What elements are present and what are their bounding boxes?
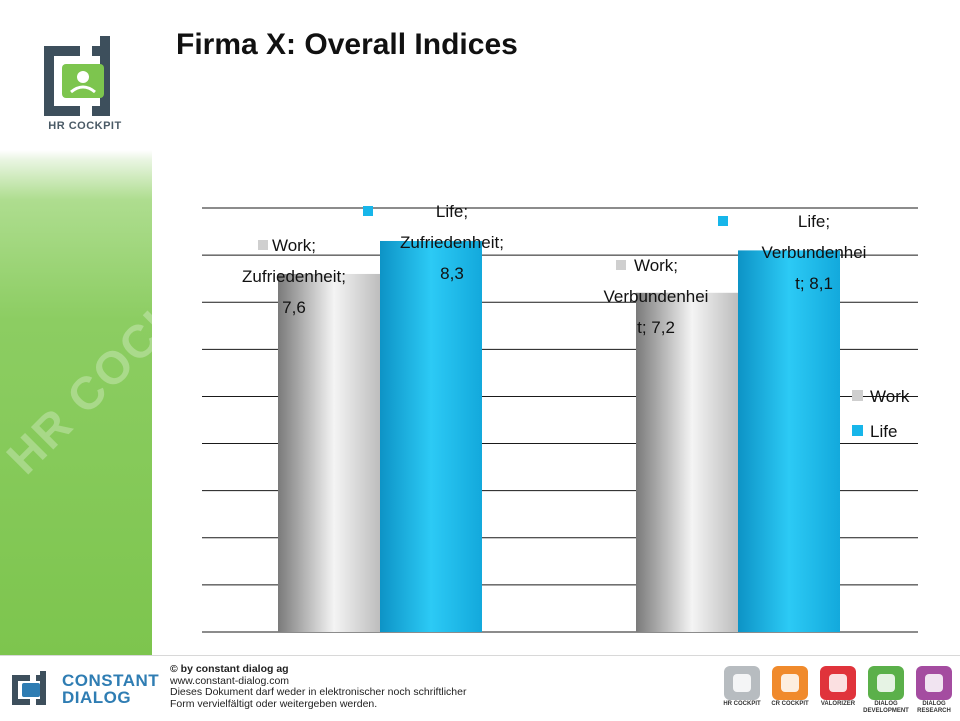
legend-label: Life <box>870 422 897 441</box>
footer: CONSTANT DIALOG © by constant dialog ag … <box>0 655 960 721</box>
bar-work-zufriedenheit <box>278 273 380 632</box>
product-dialog-research: DIALOG RESEARCH <box>912 666 956 715</box>
data-label: Work; <box>272 236 316 255</box>
data-label: Verbundenhei <box>762 243 867 262</box>
data-label: Work; <box>634 256 678 275</box>
sidebar-panel: HR COCKPIT HR COCKPIT <box>0 0 152 655</box>
product-logos: HR COCKPIT CR COCKPIT VALORIZER DIALOG D… <box>720 666 956 715</box>
valorizer-icon <box>820 666 856 700</box>
data-label-marker <box>363 206 373 216</box>
cr-cockpit-icon <box>772 666 808 700</box>
data-label-marker <box>258 240 268 250</box>
data-label: Zufriedenheit; <box>242 267 346 286</box>
logo-caption: HR COCKPIT <box>48 120 122 132</box>
brand-line-2: DIALOG <box>62 688 132 707</box>
brand-line-1: CONSTANT <box>62 671 160 690</box>
bar-work-verbundenheit <box>636 292 738 632</box>
product-hr-cockpit: HR COCKPIT <box>720 666 764 715</box>
dialog-development-icon <box>868 666 904 700</box>
product-label: HR COCKPIT <box>723 701 761 707</box>
product-label: VALORIZER <box>820 701 856 707</box>
product-valorizer: VALORIZER <box>816 666 860 715</box>
copyright-line: © by constant dialog ag <box>170 663 289 675</box>
legend-marker <box>852 390 863 401</box>
data-label: Zufriedenheit; <box>400 233 504 252</box>
brand-name: CONSTANT DIALOG <box>62 672 159 706</box>
legend-label: Work <box>870 387 910 406</box>
copyright-notice: © by constant dialog ag www.constant-dia… <box>170 663 467 710</box>
legend-marker <box>852 425 863 436</box>
bar-life-verbundenheit <box>738 250 840 632</box>
data-label: 8,3 <box>440 264 464 283</box>
bar-chart: Work; Zufriedenheit; 7,6 Life; Zufriedenheit… <box>202 202 918 633</box>
notice-line-2: Form vervielfältigt oder weitergeben wer… <box>170 697 378 710</box>
sidebar-watermark: HR COCKPIT <box>0 230 152 484</box>
constant-dialog-logo-icon <box>12 671 46 705</box>
hr-cockpit-logo-icon <box>44 36 110 116</box>
data-label: 7,6 <box>282 298 306 317</box>
product-label: DIALOG RESEARCH <box>917 701 951 714</box>
product-cr-cockpit: CR COCKPIT <box>768 666 812 715</box>
product-label: DIALOG DEVELOPMENT <box>863 701 909 714</box>
bar-life-zufriedenheit <box>380 240 482 632</box>
hr-cockpit-icon <box>724 666 760 700</box>
data-label: t; 8,1 <box>795 274 833 293</box>
notice-line-1: Dieses Dokument darf weder in elektronis… <box>170 686 467 698</box>
data-label: Verbundenhei <box>604 287 709 306</box>
product-dialog-development: DIALOG DEVELOPMENT <box>863 666 909 715</box>
data-label-marker <box>718 216 728 226</box>
product-label: CR COCKPIT <box>771 701 809 707</box>
data-label: Life; <box>798 212 830 231</box>
data-label: t; 7,2 <box>637 318 675 337</box>
slide-title: Firma X: Overall Indices <box>176 28 518 61</box>
data-label: Life; <box>436 202 468 221</box>
website-link[interactable]: www.constant-dialog.com <box>170 674 290 687</box>
dialog-research-icon <box>916 666 952 700</box>
data-label-marker <box>616 260 626 270</box>
